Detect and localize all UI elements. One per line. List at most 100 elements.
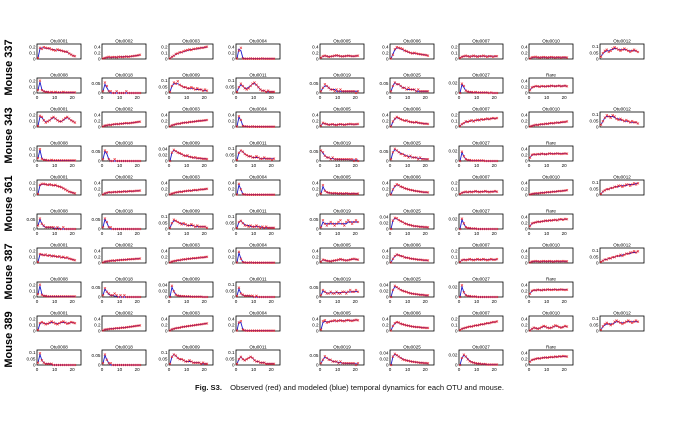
observed-point xyxy=(483,258,487,261)
observed-point xyxy=(331,122,334,126)
observed-point xyxy=(339,319,342,322)
observed-point xyxy=(115,89,118,93)
x-tick-label: 0 xyxy=(528,367,531,372)
observed-point xyxy=(235,57,239,60)
observed-point xyxy=(482,91,485,94)
observed-point xyxy=(472,120,475,123)
observed-point xyxy=(71,227,75,231)
observed-point xyxy=(561,218,565,222)
observed-point xyxy=(628,320,632,323)
observed-point xyxy=(321,319,325,323)
observed-point xyxy=(628,50,632,54)
observed-point xyxy=(542,324,545,328)
y-tick-label: 0.05 xyxy=(159,220,168,225)
observed-point xyxy=(329,88,333,91)
observed-point xyxy=(418,156,422,159)
observed-point xyxy=(241,328,245,331)
observed-point xyxy=(470,258,473,261)
observed-point xyxy=(356,258,360,261)
observed-point xyxy=(197,225,201,228)
observed-point xyxy=(253,359,256,362)
observed-point xyxy=(474,118,477,122)
x-tick-label: 0 xyxy=(319,163,322,168)
observed-point xyxy=(119,91,122,95)
observed-point xyxy=(630,251,634,254)
observed-point xyxy=(599,328,603,332)
observed-point xyxy=(397,355,401,358)
observed-point xyxy=(201,322,205,326)
observed-point xyxy=(534,220,538,224)
observed-point xyxy=(466,90,470,93)
observed-point xyxy=(339,360,342,363)
observed-point xyxy=(470,90,473,94)
observed-point xyxy=(111,55,115,59)
panel-frame xyxy=(36,247,82,264)
y-tick-label: 0 xyxy=(386,159,389,164)
observed-point xyxy=(538,85,542,89)
observed-point xyxy=(121,326,124,329)
observed-point xyxy=(553,288,557,291)
observed-point xyxy=(119,293,122,297)
observed-point xyxy=(354,288,358,292)
observed-point xyxy=(67,52,71,55)
observed-point xyxy=(128,295,132,299)
observed-point xyxy=(391,355,395,358)
x-tick-label: 10 xyxy=(405,163,411,168)
observed-point xyxy=(54,295,57,298)
observed-point xyxy=(71,258,75,261)
x-tick-label: 20 xyxy=(353,299,359,304)
observed-point xyxy=(119,55,122,59)
observed-point xyxy=(199,88,203,91)
observed-point xyxy=(557,56,561,59)
observed-point xyxy=(235,90,239,94)
observed-point xyxy=(58,120,61,123)
observed-point xyxy=(346,218,350,222)
observed-point xyxy=(397,116,401,120)
observed-point xyxy=(188,48,191,51)
observed-point xyxy=(174,326,178,330)
y-tick-label: 0.04 xyxy=(380,351,389,356)
observed-point xyxy=(46,322,50,326)
observed-point xyxy=(190,257,193,260)
observed-point xyxy=(109,123,113,127)
observed-point xyxy=(609,257,613,260)
observed-point xyxy=(563,260,567,263)
observed-point xyxy=(327,156,331,159)
observed-point xyxy=(190,155,193,159)
observed-point xyxy=(542,288,545,292)
observed-point xyxy=(483,159,487,163)
observed-point xyxy=(259,329,262,333)
panel-title: Otu0018 xyxy=(115,141,133,146)
observed-point xyxy=(552,325,555,328)
observed-point xyxy=(356,192,360,195)
observed-point xyxy=(132,91,136,95)
observed-point xyxy=(321,358,325,362)
observed-point xyxy=(621,48,624,51)
observed-point xyxy=(130,91,134,95)
observed-point xyxy=(327,86,331,90)
observed-point xyxy=(65,159,69,162)
observed-point xyxy=(50,320,53,323)
observed-point xyxy=(555,152,559,155)
observed-point xyxy=(609,116,613,119)
observed-point xyxy=(60,91,63,94)
panel-title: Otu0008 xyxy=(50,209,68,214)
y-tick-label: 0.2 xyxy=(228,323,235,328)
y-tick-label: 0.2 xyxy=(228,187,235,192)
observed-point xyxy=(536,356,540,360)
observed-point xyxy=(61,225,65,229)
observed-point xyxy=(111,123,115,126)
observed-point xyxy=(138,91,142,95)
y-tick-label: 0.1 xyxy=(29,187,36,192)
observed-point xyxy=(178,357,182,361)
y-tick-label: 0 xyxy=(232,329,235,334)
panel-title: Otu0025 xyxy=(403,141,421,146)
observed-point xyxy=(489,159,493,163)
observed-point xyxy=(42,224,46,227)
observed-point xyxy=(237,321,241,324)
